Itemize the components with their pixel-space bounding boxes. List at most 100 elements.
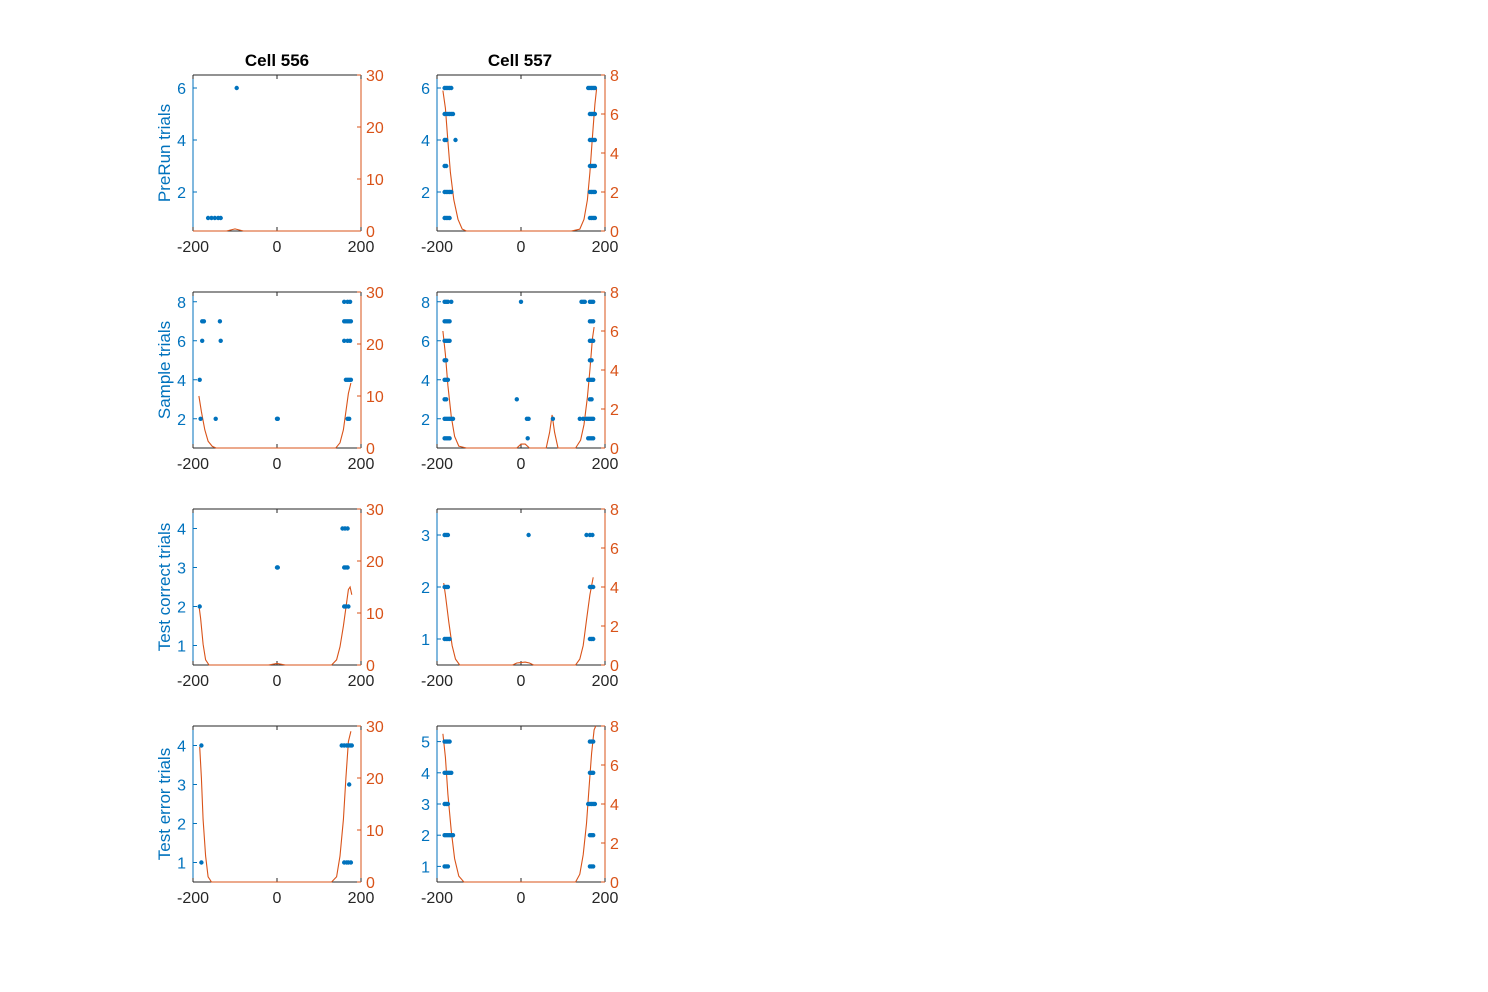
right-y-tick-label: 10 xyxy=(366,823,384,840)
spike-point xyxy=(445,801,451,807)
spike-point xyxy=(445,532,451,538)
spike-point xyxy=(592,163,598,169)
density-curve xyxy=(193,228,361,232)
spike-point xyxy=(550,416,556,421)
left-y-tick-label: 2 xyxy=(177,600,186,617)
x-tick-label: -200 xyxy=(421,890,453,907)
spike-point xyxy=(349,743,354,748)
x-tick-label: -200 xyxy=(421,456,453,473)
spike-point xyxy=(591,416,596,421)
spike-point xyxy=(591,338,596,343)
density-curve xyxy=(198,382,352,449)
right-y-tick-label: 2 xyxy=(610,402,619,419)
right-y-tick-label: 30 xyxy=(366,285,384,302)
spike-point xyxy=(449,299,454,304)
spike-point xyxy=(444,358,449,363)
row-label-test-correct: Test correct trials xyxy=(155,523,174,651)
spike-point xyxy=(200,338,205,343)
right-y-tick-label: 0 xyxy=(366,441,375,458)
spike-point xyxy=(199,860,204,865)
spike-point xyxy=(526,416,531,421)
left-y-tick-label: 1 xyxy=(177,856,186,873)
x-tick-label: 200 xyxy=(592,456,619,473)
spike-point xyxy=(445,584,451,590)
spike-point xyxy=(526,532,531,538)
x-tick-label: -200 xyxy=(177,890,209,907)
right-y-tick-label: 6 xyxy=(610,324,619,341)
left-y-tick-label: 3 xyxy=(177,778,186,795)
spike-point xyxy=(591,864,596,869)
right-y-tick-label: 0 xyxy=(366,224,375,241)
spike-point xyxy=(592,85,598,91)
spike-point xyxy=(589,358,594,363)
spike-point xyxy=(347,416,352,421)
spike-point xyxy=(205,215,211,221)
spike-point xyxy=(342,299,347,304)
spike-point xyxy=(217,319,223,324)
right-y-tick-label: 4 xyxy=(610,146,619,163)
left-y-tick-label: 2 xyxy=(177,185,186,202)
left-y-tick-label: 3 xyxy=(177,561,186,578)
right-y-tick-label: 0 xyxy=(366,875,375,892)
right-y-tick-label: 0 xyxy=(610,441,619,458)
spike-point xyxy=(514,397,519,402)
spike-point xyxy=(346,604,351,609)
left-y-tick-label: 3 xyxy=(421,797,430,814)
spike-point xyxy=(447,215,452,221)
spike-point xyxy=(218,215,223,221)
spike-point xyxy=(347,782,352,787)
spike-point xyxy=(592,215,598,221)
left-y-tick-label: 4 xyxy=(177,522,186,539)
density-curve xyxy=(199,731,352,883)
spike-point xyxy=(449,770,454,775)
spike-point xyxy=(591,436,596,441)
right-y-tick-label: 6 xyxy=(610,541,619,558)
spike-point xyxy=(447,436,452,441)
left-y-tick-label: 4 xyxy=(177,739,186,756)
right-y-tick-label: 0 xyxy=(610,224,619,241)
x-tick-label: 0 xyxy=(517,239,526,256)
right-y-tick-label: 30 xyxy=(366,719,384,736)
row-label-test-error: Test error trials xyxy=(155,748,174,860)
column-title-cell-556: Cell 556 xyxy=(245,51,309,70)
left-y-tick-label: 4 xyxy=(421,373,430,390)
spike-point xyxy=(447,636,452,642)
spike-point xyxy=(342,338,347,343)
spike-point xyxy=(347,338,353,343)
left-y-tick-label: 5 xyxy=(421,735,430,752)
left-y-tick-label: 3 xyxy=(421,528,430,545)
spike-point xyxy=(592,189,598,195)
left-y-tick-label: 1 xyxy=(177,639,186,656)
x-tick-label: 0 xyxy=(517,673,526,690)
spike-point xyxy=(218,338,223,343)
left-y-tick-label: 2 xyxy=(421,828,430,845)
spike-point xyxy=(447,338,452,343)
right-y-tick-label: 30 xyxy=(366,68,384,85)
right-y-tick-label: 8 xyxy=(610,719,619,736)
x-tick-label: 200 xyxy=(348,456,375,473)
spike-point xyxy=(197,604,202,609)
left-y-tick-label: 2 xyxy=(177,412,186,429)
spike-point xyxy=(445,377,451,382)
spike-point xyxy=(591,739,596,744)
right-y-tick-label: 8 xyxy=(610,285,619,302)
spike-point xyxy=(445,299,451,304)
spike-point xyxy=(212,215,217,221)
spike-point xyxy=(591,584,596,590)
spike-point xyxy=(525,436,530,441)
left-y-tick-label: 2 xyxy=(177,817,186,834)
right-y-tick-label: 4 xyxy=(610,363,619,380)
right-y-tick-label: 10 xyxy=(366,606,384,623)
spike-point xyxy=(450,833,456,838)
right-y-tick-label: 4 xyxy=(610,797,619,814)
spike-point xyxy=(591,833,596,838)
right-y-tick-label: 0 xyxy=(610,875,619,892)
x-tick-label: 0 xyxy=(517,890,526,907)
right-y-tick-label: 20 xyxy=(366,337,384,354)
right-y-tick-label: 2 xyxy=(610,619,619,636)
spike-point xyxy=(209,215,214,221)
